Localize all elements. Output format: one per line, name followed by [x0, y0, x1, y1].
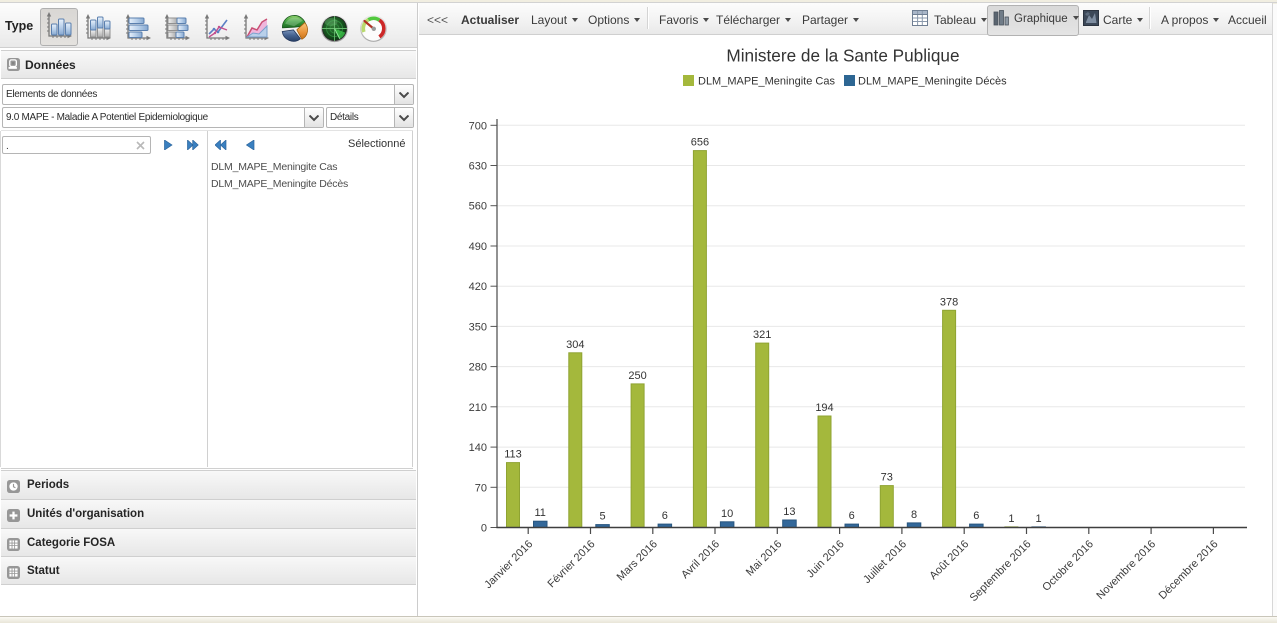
svg-text:378: 378: [940, 296, 958, 308]
svg-text:Mars 2016: Mars 2016: [615, 538, 660, 583]
svg-text:Avril 2016: Avril 2016: [679, 538, 722, 581]
svg-text:Novembre 2016: Novembre 2016: [1094, 538, 1158, 602]
svg-text:700: 700: [469, 120, 487, 132]
svg-text:Mai 2016: Mai 2016: [744, 538, 784, 578]
svg-text:0: 0: [481, 523, 487, 535]
svg-text:350: 350: [469, 321, 487, 333]
svg-text:70: 70: [475, 482, 487, 494]
svg-text:DLM_MAPE_Meningite Cas: DLM_MAPE_Meningite Cas: [698, 76, 835, 88]
svg-text:Juin 2016: Juin 2016: [804, 538, 846, 580]
svg-text:113: 113: [504, 449, 522, 461]
svg-text:Juillet 2016: Juillet 2016: [861, 538, 909, 586]
svg-text:11: 11: [534, 507, 545, 519]
svg-text:Février 2016: Février 2016: [545, 538, 597, 590]
svg-text:5: 5: [599, 511, 605, 523]
svg-text:Janvier 2016: Janvier 2016: [482, 538, 535, 591]
svg-text:140: 140: [469, 442, 487, 454]
svg-text:8: 8: [911, 509, 917, 521]
svg-text:656: 656: [691, 137, 709, 149]
svg-text:1: 1: [1008, 513, 1014, 525]
svg-text:Ministere de la Sante Publique: Ministere de la Sante Publique: [726, 46, 959, 66]
svg-text:6: 6: [662, 510, 668, 522]
svg-text:250: 250: [628, 370, 646, 382]
svg-text:DLM_MAPE_Meningite Décès: DLM_MAPE_Meningite Décès: [858, 76, 1007, 88]
svg-text:Septembre 2016: Septembre 2016: [968, 538, 1034, 604]
svg-text:1: 1: [1036, 513, 1042, 525]
svg-text:210: 210: [469, 402, 487, 414]
svg-text:6: 6: [849, 510, 855, 522]
svg-text:13: 13: [783, 506, 795, 518]
svg-text:Décembre 2016: Décembre 2016: [1157, 538, 1221, 602]
svg-text:Octobre 2016: Octobre 2016: [1040, 538, 1096, 594]
svg-text:560: 560: [469, 201, 487, 213]
svg-text:73: 73: [881, 472, 893, 484]
svg-text:304: 304: [566, 339, 584, 351]
svg-text:490: 490: [469, 241, 487, 253]
svg-text:280: 280: [469, 362, 487, 374]
svg-text:6: 6: [973, 510, 979, 522]
svg-text:420: 420: [469, 281, 487, 293]
svg-text:630: 630: [469, 161, 487, 173]
svg-text:Août 2016: Août 2016: [927, 538, 971, 582]
svg-text:10: 10: [721, 508, 733, 520]
svg-text:321: 321: [753, 329, 771, 341]
svg-text:194: 194: [815, 402, 833, 414]
